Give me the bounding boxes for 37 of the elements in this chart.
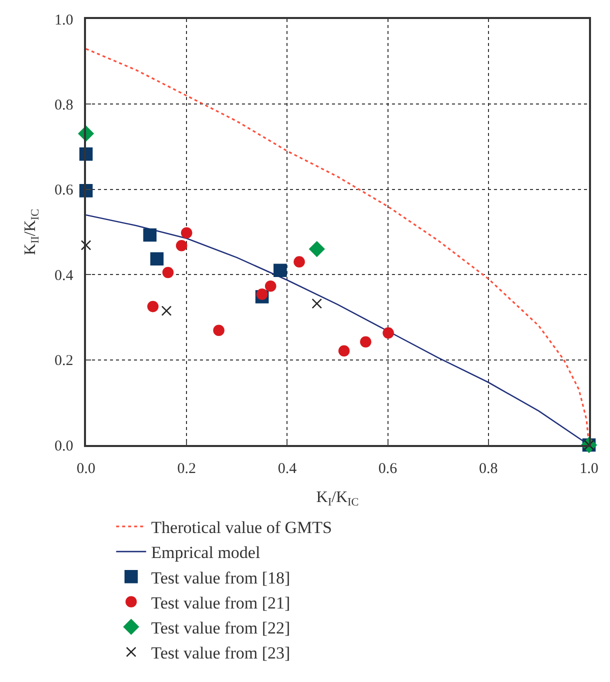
point bbox=[338, 345, 350, 356]
x-tick-label: 0.4 bbox=[278, 460, 298, 477]
point bbox=[162, 266, 174, 278]
point bbox=[256, 288, 268, 300]
point bbox=[309, 241, 325, 257]
y-tick-label: 0.2 bbox=[54, 353, 74, 370]
point bbox=[147, 300, 159, 312]
point bbox=[274, 264, 287, 277]
point bbox=[360, 336, 372, 348]
y-tick-label: 0.6 bbox=[54, 182, 74, 199]
legend-label: Emprical model bbox=[151, 543, 260, 562]
point bbox=[294, 256, 305, 268]
x-tick-label: 0.8 bbox=[479, 460, 498, 477]
point bbox=[180, 227, 192, 238]
legend-label: Therotical value of GMTS bbox=[151, 518, 332, 538]
point bbox=[143, 228, 157, 242]
point bbox=[161, 306, 172, 316]
point bbox=[213, 324, 224, 336]
x-tick-label: 0.2 bbox=[177, 460, 196, 477]
x-axis-title: K$_{I}$/K$_{IC}$ bbox=[316, 488, 359, 508]
point bbox=[80, 240, 92, 250]
point bbox=[382, 327, 394, 339]
y-tick-label: 0.4 bbox=[54, 268, 74, 284]
x-tick-label: 0.0 bbox=[76, 460, 96, 477]
x-tick-label: 1.0 bbox=[580, 460, 598, 477]
y-tick-label: 0.8 bbox=[54, 97, 74, 114]
y-tick-label: 0.0 bbox=[54, 438, 74, 454]
x-tick-label: 0.6 bbox=[378, 460, 398, 477]
legend-label: Test value from [21] bbox=[151, 593, 290, 612]
y-tick-label: 1.0 bbox=[54, 12, 74, 28]
legend-label: Test value from [23] bbox=[151, 644, 290, 663]
legend-label: Test value from [18] bbox=[151, 568, 290, 588]
point bbox=[312, 298, 322, 309]
point bbox=[264, 280, 276, 292]
legend-label: Test value from [22] bbox=[151, 618, 290, 638]
point bbox=[150, 252, 164, 266]
point bbox=[176, 240, 188, 252]
